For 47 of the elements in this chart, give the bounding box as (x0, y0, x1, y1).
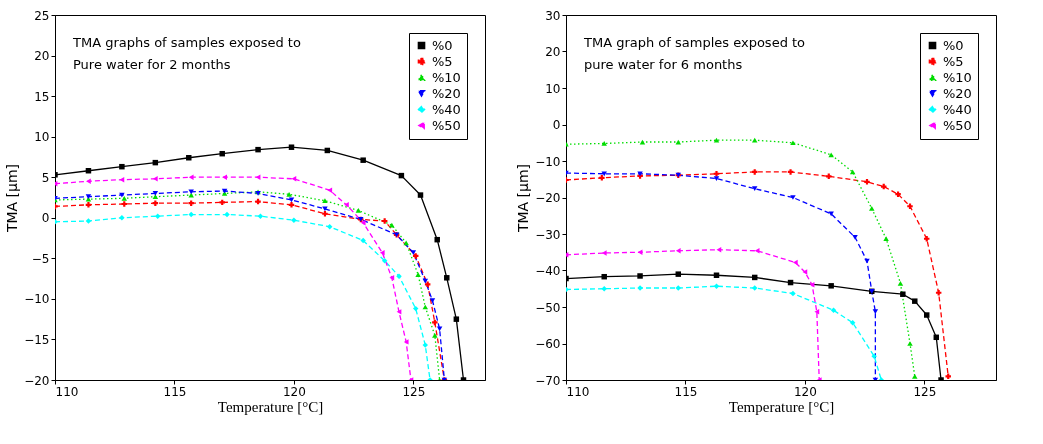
y-tick-label: −20 (24, 373, 50, 388)
legend-label: %20 (432, 85, 461, 101)
legend-label: %20 (943, 85, 972, 101)
x-axis-title: Temperature [°C] (217, 398, 324, 415)
annotation: TMA graphs of samples exposed to Pure water for 2 months (72, 35, 301, 72)
x-tick-label: 125 (402, 384, 426, 399)
y-tick-label: −30 (535, 227, 561, 242)
y-tick-label: 20 (34, 49, 50, 64)
legend-label: %50 (943, 117, 972, 133)
x-axis-title: Temperature [°C] (728, 398, 835, 415)
x-tick-label: 120 (793, 384, 817, 399)
y-tick-label: 30 (545, 8, 561, 23)
annotation: TMA graph of samples exposed to pure water for 6 months (583, 35, 806, 72)
x-tick-label: 125 (913, 384, 937, 399)
legend-label: %40 (432, 101, 461, 117)
y-tick-label: 25 (34, 8, 50, 23)
legend-label: %5 (943, 53, 964, 69)
y-tick-label: 5 (41, 170, 50, 185)
legend-label: %10 (432, 69, 461, 85)
y-tick-label: 10 (34, 130, 50, 145)
y-tick-label: −15 (24, 332, 50, 347)
legend-label: %0 (432, 37, 453, 53)
y-tick-label: −5 (31, 251, 50, 266)
y-tick-label: 20 (545, 45, 561, 59)
y-tick-label: −40 (535, 264, 561, 278)
x-tick-label: 110 (55, 384, 79, 399)
y-tick-label: −60 (535, 337, 561, 351)
legend-label: %10 (943, 69, 972, 85)
y-tick-label: −50 (535, 300, 561, 315)
x-tick-label: 115 (674, 384, 698, 399)
legend-label: %40 (943, 101, 972, 117)
y-tick-label: −10 (535, 154, 561, 169)
x-tick-label: 110 (566, 384, 590, 399)
y-axis-title: TMA [μm] (4, 163, 21, 234)
y-tick-label: 10 (545, 81, 561, 96)
legend-label: %0 (943, 37, 964, 53)
y-tick-label: −10 (24, 292, 50, 307)
y-axis-title: TMA [μm] (515, 163, 532, 234)
x-tick-label: 120 (282, 384, 306, 399)
legend-label: %5 (432, 53, 453, 69)
y-tick-label: 0 (552, 118, 561, 132)
y-tick-label: −70 (535, 373, 561, 388)
y-tick-label: 15 (34, 89, 50, 104)
x-tick-label: 115 (163, 384, 187, 399)
legend-label: %50 (432, 117, 461, 133)
y-tick-label: 0 (41, 211, 50, 226)
y-tick-label: −20 (535, 191, 561, 205)
